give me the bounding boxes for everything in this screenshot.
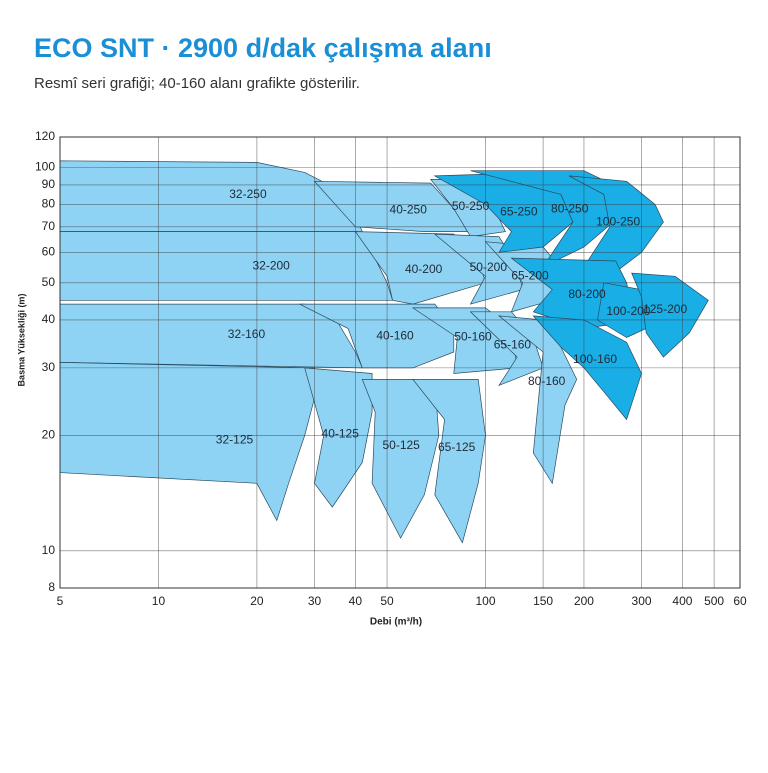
y-tick-label: 60 (42, 245, 56, 259)
region-label: 32-250 (229, 187, 267, 201)
plot-frame (59, 136, 741, 589)
x-tick-label: 300 (632, 594, 652, 608)
region-label: 40-125 (322, 427, 360, 441)
coverage-region (568, 175, 664, 277)
region-label: 32-200 (252, 259, 290, 273)
y-tick-label: 50 (42, 275, 56, 289)
y-tick-label: 100 (35, 160, 55, 174)
x-tick-label: 200 (574, 594, 594, 608)
region-label: 50-200 (470, 260, 508, 274)
coverage-region (412, 379, 486, 544)
chart-title: ECO SNT · 2900 d/dak çalışma alanı (34, 33, 492, 63)
region-label: 80-160 (528, 374, 566, 388)
y-tick-label: 30 (42, 360, 56, 374)
coverage-region (59, 362, 315, 522)
x-tick-label: 150 (533, 594, 553, 608)
y-tick-label: 10 (42, 543, 56, 557)
x-axis-label: Debi (m³/h) (370, 617, 422, 628)
region-label: 125-200 (643, 302, 687, 316)
y-tick-label: 20 (42, 428, 56, 442)
region-label: 40-160 (376, 328, 414, 342)
region-label: 80-250 (551, 202, 589, 216)
x-tick-label: 20 (250, 594, 264, 608)
region-label: 100-200 (606, 304, 650, 318)
region-label: 32-125 (216, 433, 254, 447)
x-tick-label: 50 (380, 594, 394, 608)
y-tick-label: 120 (35, 129, 55, 143)
x-tick-label: 60 (733, 594, 747, 608)
x-tick-label: 5 (57, 594, 64, 608)
y-tick-label: 80 (42, 197, 56, 211)
region-label: 80-200 (568, 287, 606, 301)
region-label: 32-160 (228, 327, 266, 341)
x-tick-label: 400 (672, 594, 692, 608)
region-label: 65-200 (511, 268, 549, 282)
y-tick-label: 40 (42, 312, 56, 326)
x-tick-label: 10 (152, 594, 166, 608)
x-tick-label: 500 (704, 594, 724, 608)
coverage-region (631, 272, 709, 358)
region-label: 100-160 (573, 352, 617, 366)
x-tick-label: 100 (475, 594, 495, 608)
coverage-region (361, 379, 440, 539)
region-label: 50-160 (454, 329, 492, 343)
coverage-region (59, 160, 363, 232)
x-tick-label: 40 (349, 594, 363, 608)
region-label: 65-250 (500, 205, 538, 219)
x-tick-label: 30 (308, 594, 322, 608)
y-tick-label: 70 (42, 219, 56, 233)
region-label: 50-125 (382, 438, 420, 452)
chart-subtitle: Resmî seri grafiği; 40-160 alanı grafikt… (34, 75, 360, 92)
y-axis-label: Basma Yüksekliği (m) (16, 294, 26, 387)
region-label: 65-160 (494, 337, 532, 351)
y-tick-label: 8 (48, 580, 55, 594)
region-label: 100-250 (596, 214, 640, 228)
region-label: 50-250 (452, 199, 490, 213)
coverage-region (59, 231, 394, 301)
y-tick-label: 90 (42, 177, 56, 191)
region-label: 40-250 (390, 203, 428, 217)
region-label: 65-125 (438, 440, 476, 454)
coverage-region (59, 303, 363, 369)
region-label: 40-200 (405, 262, 443, 276)
